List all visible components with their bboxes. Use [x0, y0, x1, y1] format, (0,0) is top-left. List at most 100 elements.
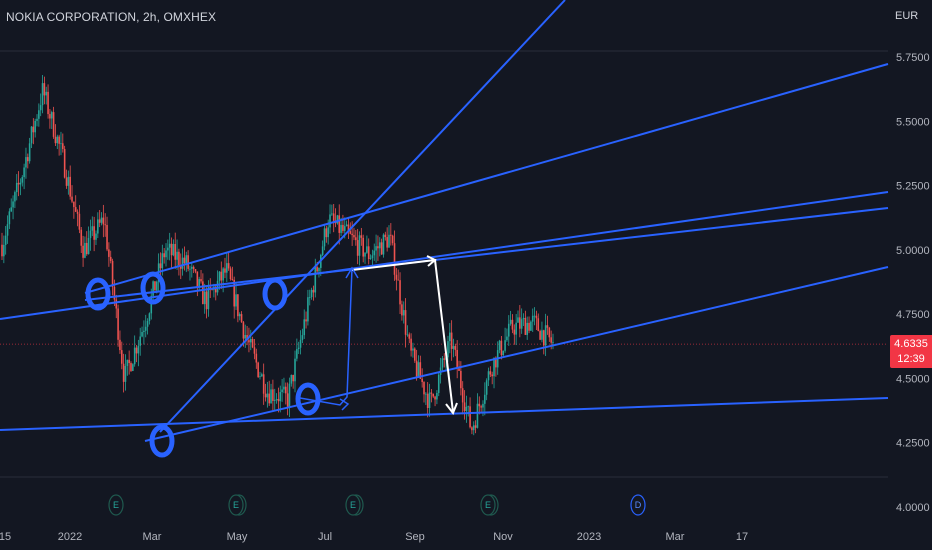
candle [517, 310, 519, 323]
candle [397, 269, 400, 281]
circle-marker[interactable] [85, 277, 111, 311]
candle [358, 231, 361, 266]
earnings-icon[interactable]: E [480, 494, 499, 516]
candle [391, 234, 394, 246]
candle [17, 171, 20, 197]
candle [143, 320, 145, 345]
time-axis[interactable]: 15 2022 Mar May Jul Sep Nov 2023 Mar 17 [0, 531, 748, 543]
candle [122, 353, 125, 393]
trend-line[interactable] [144, 266, 889, 442]
candle [430, 389, 433, 403]
candle [270, 383, 272, 404]
candle [386, 227, 388, 252]
candle [456, 340, 458, 379]
trend-line[interactable] [0, 397, 889, 431]
candle [205, 287, 208, 319]
candle [345, 220, 348, 227]
candle [461, 381, 464, 415]
candle [434, 395, 436, 407]
candle [493, 357, 495, 389]
arrow-head [345, 266, 359, 279]
candle [39, 93, 42, 117]
candle [117, 304, 119, 347]
candle [506, 328, 508, 342]
circle-marker[interactable] [295, 382, 321, 416]
candle [413, 347, 416, 363]
candle [192, 265, 195, 274]
trendline-drawings[interactable] [0, 0, 889, 458]
candle [100, 212, 103, 226]
candle [323, 224, 326, 251]
candle [58, 134, 60, 156]
candle [288, 377, 291, 418]
candle [185, 251, 188, 273]
circle-marker[interactable] [149, 424, 175, 458]
earnings-icon[interactable]: E [108, 494, 124, 516]
candle [297, 341, 300, 355]
trend-line[interactable] [0, 191, 889, 320]
candle [10, 198, 13, 213]
earnings-icon[interactable]: E [228, 494, 247, 516]
circle-marker[interactable] [140, 271, 166, 305]
candle [432, 393, 435, 399]
candle [97, 212, 99, 239]
candle [507, 315, 510, 346]
candle [408, 332, 411, 344]
dividend-icon[interactable]: D [630, 494, 646, 516]
candle [78, 205, 81, 234]
earnings-icon[interactable]: E [345, 494, 364, 516]
candle [235, 282, 237, 311]
candle [244, 324, 247, 348]
candle [273, 388, 276, 412]
candle [167, 239, 169, 260]
candle [89, 219, 92, 251]
candle [214, 283, 217, 301]
price-axis[interactable]: 5.7500 5.5000 5.2500 5.0000 4.7500 4.5000 4.25… [896, 52, 930, 514]
candle [47, 84, 49, 119]
candle [347, 217, 350, 240]
symbol-title[interactable]: NOKIA CORPORATION, 2h, OMXHEX [6, 10, 217, 24]
price-tick-label: 4.0000 [896, 502, 930, 514]
candle [257, 361, 259, 379]
candle [65, 169, 68, 189]
candle [148, 312, 151, 325]
candle [500, 335, 503, 360]
candle [4, 225, 7, 255]
candle [364, 252, 366, 264]
candle [410, 333, 412, 357]
trend-line[interactable] [84, 63, 889, 294]
candle [259, 371, 261, 380]
candle [62, 133, 64, 153]
candle [60, 131, 62, 156]
candle [447, 335, 449, 362]
candle [6, 215, 9, 244]
trend-line[interactable] [84, 207, 889, 301]
time-tick-label: 2023 [577, 531, 601, 543]
candle [63, 145, 66, 179]
candle [312, 285, 315, 301]
candle [73, 201, 75, 219]
candle [401, 300, 403, 321]
candle [286, 382, 289, 416]
candle [8, 208, 11, 230]
candle [437, 371, 440, 397]
candle [74, 195, 77, 213]
candle [541, 321, 543, 343]
candle [515, 313, 517, 346]
candle [128, 350, 130, 375]
circle-marker[interactable] [262, 277, 288, 311]
candle [524, 310, 527, 335]
candle [537, 313, 540, 332]
candle [165, 243, 167, 267]
trend-line[interactable] [159, 0, 566, 433]
candle [38, 103, 40, 127]
candle [28, 137, 31, 164]
candle [50, 110, 53, 130]
time-tick-label: 2022 [58, 531, 82, 543]
last-price-tag: 4.6335 12:39 [890, 335, 932, 368]
candle [194, 269, 197, 274]
candle [12, 195, 14, 220]
candle [45, 86, 48, 105]
